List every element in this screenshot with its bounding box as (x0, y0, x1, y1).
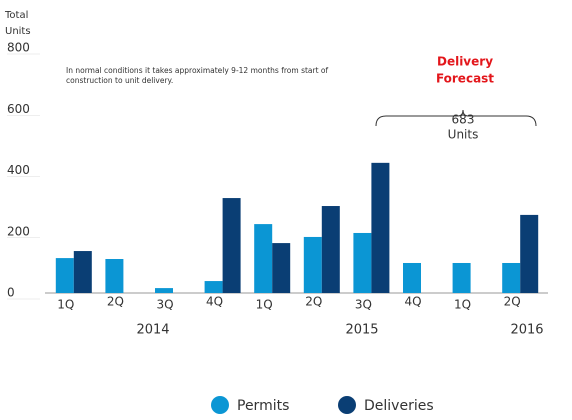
bar (254, 224, 273, 293)
bar (520, 214, 539, 293)
year-label: 2016 (510, 323, 543, 338)
x-tick-label: 4Q (206, 295, 223, 309)
x-tick-label: 2Q (504, 295, 521, 309)
y-tick-label: 600 (7, 102, 30, 116)
bar (403, 262, 421, 293)
forecast-unit: Units (448, 128, 479, 142)
y-tick-label: 800 (7, 41, 30, 55)
y-axis-label: Total (4, 10, 28, 21)
legend-label: Permits (237, 398, 289, 414)
y-axis-label: Units (5, 26, 31, 37)
x-tick-label: 2Q (305, 295, 322, 309)
forecast-total: 683 (452, 113, 475, 127)
bar (222, 198, 241, 293)
year-label: 2014 (136, 323, 169, 338)
x-tick-label: 3Q (355, 298, 372, 312)
note: construction to unit delivery. (66, 76, 173, 85)
y-tick-label: 0 (7, 286, 15, 300)
x-tick-label: 1Q (454, 298, 471, 312)
note: In normal conditions it takes approximat… (66, 66, 329, 75)
legend-label: Deliveries (364, 398, 434, 414)
bar (105, 259, 124, 293)
bar (371, 162, 390, 293)
bar (353, 232, 372, 293)
y-tick-label: 200 (7, 224, 30, 238)
forecast-title: Delivery (437, 55, 493, 69)
x-tick-label: 4Q (404, 295, 421, 309)
bar (502, 262, 521, 293)
x-tick-label: 1Q (57, 298, 74, 312)
bar (55, 258, 74, 293)
x-tick-label: 2Q (107, 295, 124, 309)
legend-swatch (338, 396, 356, 414)
x-tick-label: 3Q (156, 298, 173, 312)
year-label: 2015 (345, 323, 378, 338)
forecast-bracket (375, 109, 537, 127)
bar (155, 288, 173, 293)
bar (204, 281, 223, 293)
bar (73, 251, 92, 293)
legend-swatch (211, 396, 229, 414)
bar (321, 206, 340, 293)
bar (452, 262, 471, 293)
bar (272, 243, 291, 293)
bar (303, 236, 322, 293)
y-tick-label: 400 (7, 163, 30, 177)
forecast-title: Forecast (436, 72, 494, 86)
x-tick-label: 1Q (256, 298, 273, 312)
